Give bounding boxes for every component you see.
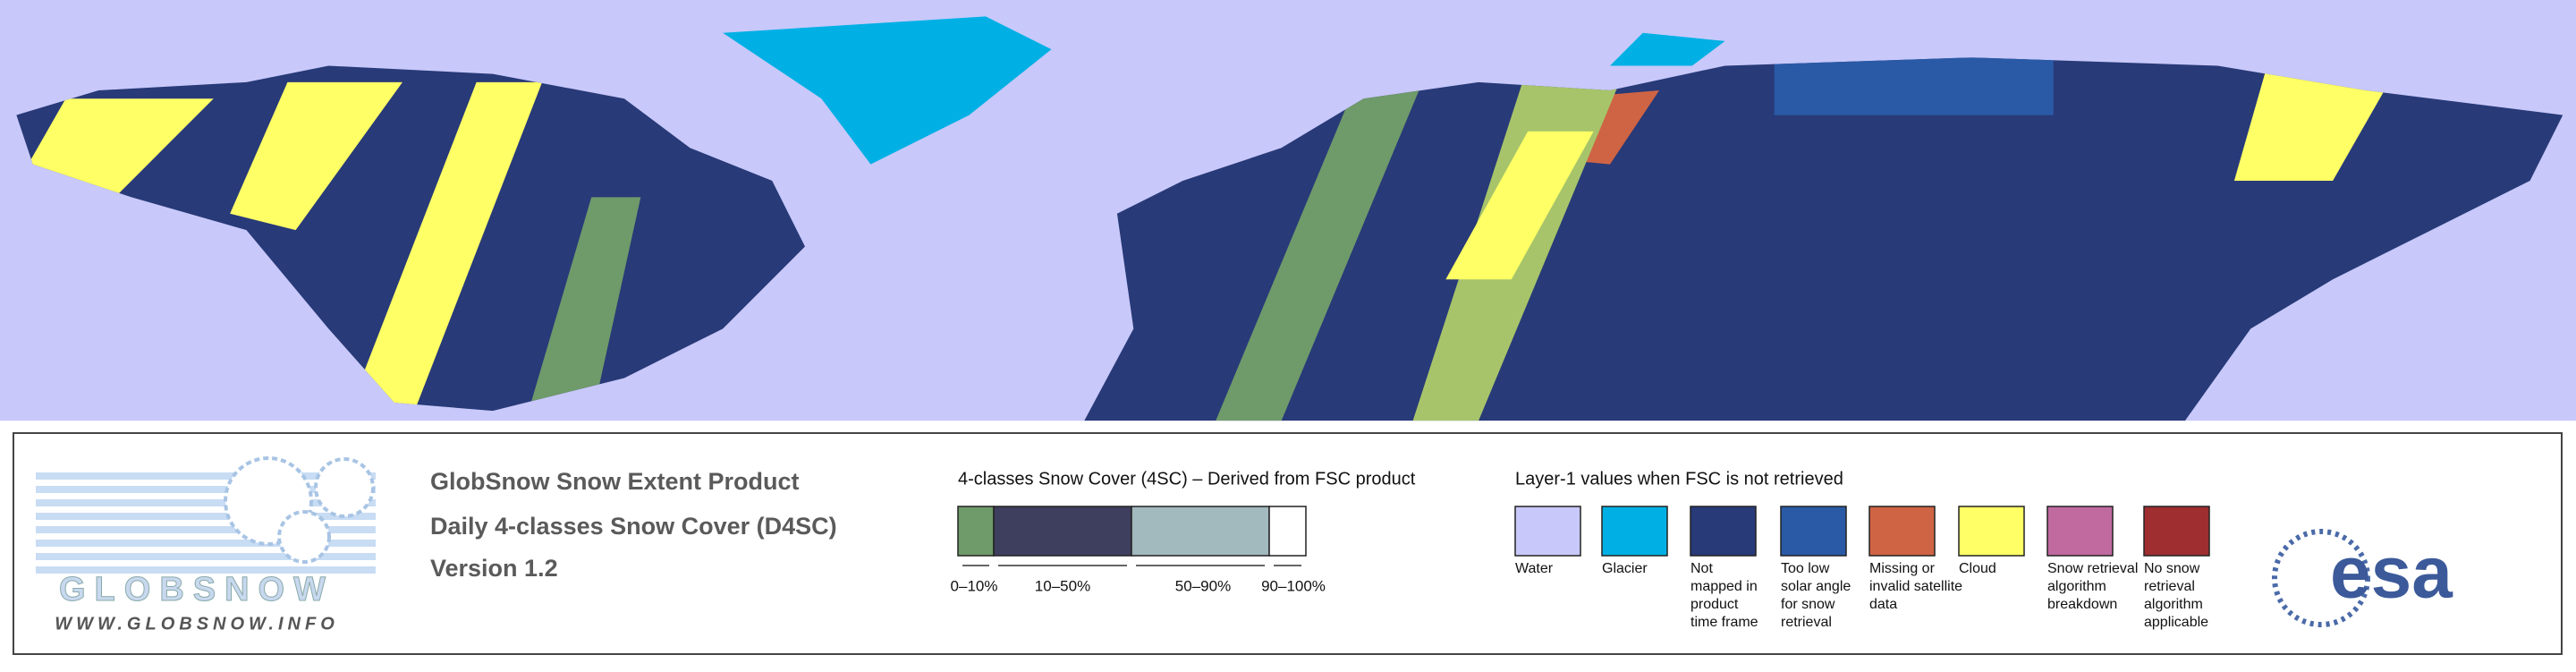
layer-label: invalid satellite <box>1869 579 1962 594</box>
class-swatch <box>957 506 995 557</box>
layer-label: for snow <box>1781 597 1835 612</box>
class-swatch <box>993 506 1132 557</box>
logo-stripe <box>36 566 376 574</box>
layer-label: Snow retrieval <box>2047 561 2138 576</box>
layer-label: retrieval <box>1781 615 1832 630</box>
header-line: GlobSnow Snow Extent Product <box>430 468 800 495</box>
logo-name: GLOBSNOW <box>59 571 335 608</box>
snowflake <box>314 457 375 518</box>
layer-label: No snow <box>2144 561 2200 576</box>
layer-label: Not <box>1690 561 1713 576</box>
layer-swatch <box>1780 506 1847 557</box>
snowflake <box>277 510 331 564</box>
layer-label: mapped in <box>1690 579 1758 594</box>
layer-label: algorithm <box>2144 597 2203 612</box>
legend-box <box>13 432 2563 655</box>
logo-stripe <box>36 526 376 533</box>
layer-label: applicable <box>2144 615 2208 630</box>
layer-label: Water <box>1515 561 1554 576</box>
layer-label: data <box>1869 597 1897 612</box>
logo-stripe <box>36 553 376 560</box>
header-line: Daily 4-classes Snow Cover (D4SC) <box>430 513 837 540</box>
layer-swatch <box>1958 506 2025 557</box>
layer-label: breakdown <box>2047 597 2117 612</box>
logo-url: WWW.GLOBSNOW.INFO <box>55 614 339 634</box>
logo-stripe <box>36 513 376 520</box>
class-swatch <box>1131 506 1270 557</box>
logo-stripe <box>36 499 376 506</box>
class-label: 10–50% <box>1035 577 1090 594</box>
layer-swatch <box>1868 506 1936 557</box>
layer-label: product <box>1690 597 1739 612</box>
legend-title: Layer-1 values when FSC is not retrieved <box>1515 469 1843 489</box>
layer-swatch <box>1514 506 1581 557</box>
logo-stripe <box>36 472 376 480</box>
layer-label: Too low <box>1781 561 1830 576</box>
layer-label: Glacier <box>1602 561 1648 576</box>
layer-label: Missing or <box>1869 561 1936 576</box>
logo-stripe <box>36 486 376 493</box>
esa-logo: esa <box>2272 529 2453 627</box>
layer-label: retrieval <box>2144 579 2195 594</box>
class-label: 0–10% <box>951 577 998 594</box>
layer-label: Cloud <box>1959 561 1996 576</box>
layer-swatch <box>1601 506 1668 557</box>
layer-swatch <box>2143 506 2210 557</box>
logo-stripe <box>36 540 376 547</box>
header-line: Version 1.2 <box>430 555 558 582</box>
layer-swatch <box>2046 506 2114 557</box>
layer-label: algorithm <box>2047 579 2106 594</box>
map <box>0 0 2576 421</box>
class-swatch <box>1268 506 1307 557</box>
layer-label: solar angle <box>1781 579 1851 594</box>
layer-swatch <box>1690 506 1757 557</box>
class-label: 90–100% <box>1261 577 1326 594</box>
legend-title: 4-classes Snow Cover (4SC) – Derived fro… <box>958 469 1416 489</box>
esa-text: esa <box>2330 532 2453 614</box>
globsnow-logo <box>36 456 376 574</box>
class-label: 50–90% <box>1175 577 1231 594</box>
layer-label: time frame <box>1690 615 1758 630</box>
